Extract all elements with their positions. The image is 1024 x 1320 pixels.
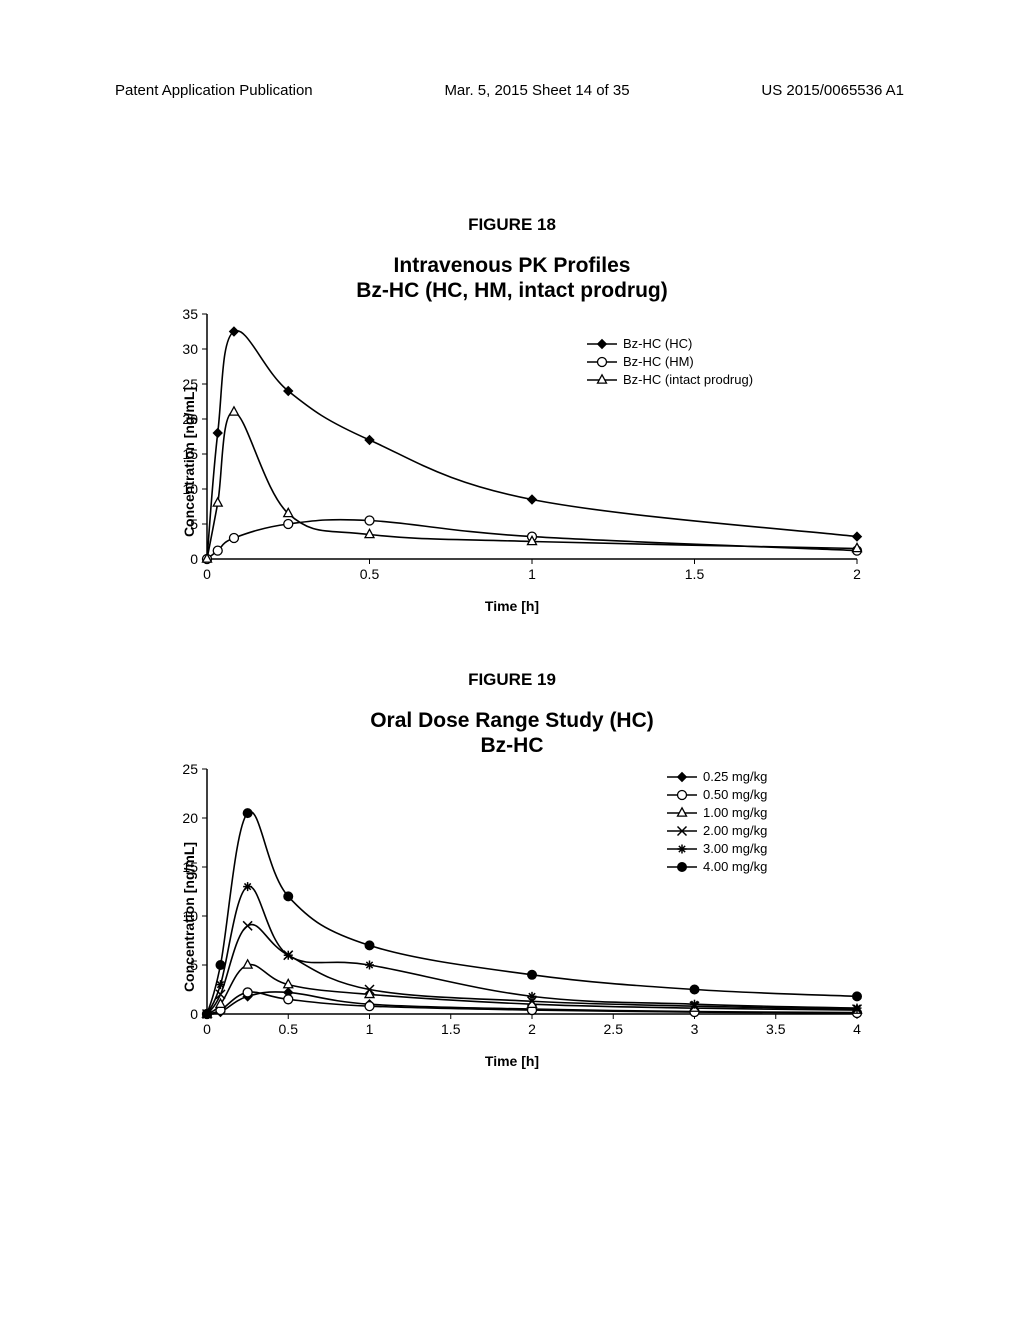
svg-text:0.25 mg/kg: 0.25 mg/kg	[703, 769, 767, 784]
figure-19-ylabel: Concentration [ng/mL]	[181, 842, 197, 992]
svg-text:Bz-HC (HM): Bz-HC (HM)	[623, 354, 694, 369]
figure-19-title-line1: Oral Dose Range Study (HC)	[0, 708, 1024, 734]
svg-text:1.5: 1.5	[441, 1021, 461, 1037]
header-left: Patent Application Publication	[115, 82, 313, 99]
svg-text:1.00 mg/kg: 1.00 mg/kg	[703, 805, 767, 820]
svg-text:0: 0	[203, 1021, 211, 1037]
svg-text:0.50 mg/kg: 0.50 mg/kg	[703, 787, 767, 802]
svg-text:30: 30	[182, 341, 198, 357]
svg-text:2: 2	[528, 1021, 536, 1037]
svg-text:0: 0	[190, 551, 198, 567]
svg-text:4.00 mg/kg: 4.00 mg/kg	[703, 859, 767, 874]
svg-text:4: 4	[853, 1021, 861, 1037]
svg-text:0.5: 0.5	[279, 1021, 299, 1037]
figure-19-title-line2: Bz-HC	[0, 734, 1024, 758]
figure-18-chart: Concentration [ng/mL] 0510152025303500.5…	[152, 309, 872, 614]
svg-text:1: 1	[528, 566, 536, 582]
header-center: Mar. 5, 2015 Sheet 14 of 35	[444, 82, 629, 99]
svg-text:3.00 mg/kg: 3.00 mg/kg	[703, 841, 767, 856]
svg-text:2.00 mg/kg: 2.00 mg/kg	[703, 823, 767, 838]
svg-text:3.5: 3.5	[766, 1021, 786, 1037]
svg-text:25: 25	[182, 764, 198, 777]
svg-text:1.5: 1.5	[685, 566, 705, 582]
page-header: Patent Application Publication Mar. 5, 2…	[0, 82, 1024, 99]
figure-18-xlabel: Time [h]	[152, 598, 872, 614]
svg-text:Bz-HC (intact prodrug): Bz-HC (intact prodrug)	[623, 372, 753, 387]
figure-18: FIGURE 18 Intravenous PK Profiles Bz-HC …	[0, 215, 1024, 614]
svg-text:0.5: 0.5	[360, 566, 380, 582]
svg-text:20: 20	[182, 810, 198, 826]
svg-text:2: 2	[853, 566, 861, 582]
svg-text:2.5: 2.5	[604, 1021, 624, 1037]
figure-19-xlabel: Time [h]	[152, 1053, 872, 1069]
figure-18-label: FIGURE 18	[0, 215, 1024, 235]
figure-18-ylabel: Concentration [ng/mL]	[181, 387, 197, 537]
figure-19: FIGURE 19 Oral Dose Range Study (HC) Bz-…	[0, 670, 1024, 1069]
svg-text:Bz-HC (HC): Bz-HC (HC)	[623, 336, 692, 351]
header-right: US 2015/0065536 A1	[761, 82, 904, 99]
svg-text:35: 35	[182, 309, 198, 322]
svg-text:0: 0	[203, 566, 211, 582]
figure-18-title-line1: Intravenous PK Profiles	[0, 253, 1024, 279]
svg-text:3: 3	[691, 1021, 699, 1037]
figure-19-label: FIGURE 19	[0, 670, 1024, 690]
figure-18-title-line2: Bz-HC (HC, HM, intact prodrug)	[0, 279, 1024, 303]
svg-text:0: 0	[190, 1006, 198, 1022]
figure-19-chart: Concentration [ng/mL] 051015202500.511.5…	[152, 764, 872, 1069]
svg-text:1: 1	[366, 1021, 374, 1037]
